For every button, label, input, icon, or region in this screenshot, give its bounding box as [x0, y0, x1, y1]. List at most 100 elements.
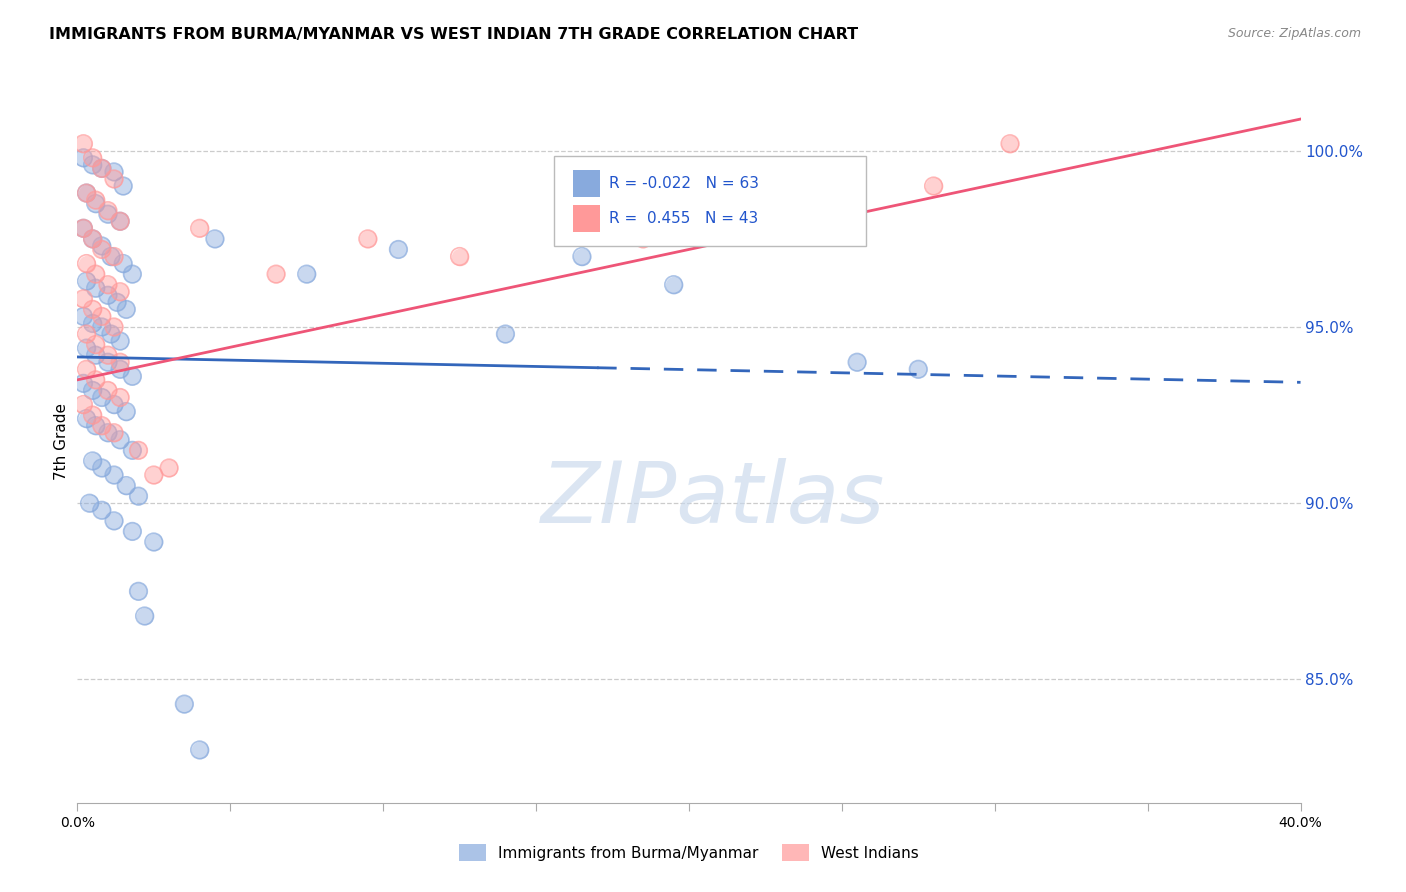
- Point: [785, 207, 807, 221]
- Point: [72, 310, 94, 324]
- Point: [662, 277, 685, 292]
- Point: [76, 411, 98, 425]
- Point: [112, 256, 135, 270]
- Point: [97, 277, 120, 292]
- Point: [72, 136, 94, 151]
- Point: [108, 391, 131, 405]
- Point: [72, 398, 94, 412]
- Point: [72, 151, 94, 165]
- Point: [127, 489, 149, 503]
- Point: [103, 468, 125, 483]
- Point: [72, 221, 94, 235]
- Point: [846, 355, 869, 369]
- Point: [127, 584, 149, 599]
- Point: [90, 161, 112, 176]
- Point: [142, 468, 165, 483]
- Point: [97, 277, 120, 292]
- Point: [127, 489, 149, 503]
- Bar: [572, 204, 599, 232]
- Point: [72, 221, 94, 235]
- Point: [103, 514, 125, 528]
- Point: [108, 214, 131, 228]
- Point: [387, 243, 409, 257]
- Point: [142, 535, 165, 549]
- Point: [84, 196, 107, 211]
- Point: [121, 267, 143, 281]
- Point: [103, 398, 125, 412]
- Point: [188, 221, 211, 235]
- Point: [76, 341, 98, 355]
- Point: [115, 302, 138, 317]
- Point: [90, 161, 112, 176]
- Point: [76, 411, 98, 425]
- Point: [82, 317, 104, 331]
- Point: [846, 355, 869, 369]
- Point: [82, 232, 104, 246]
- Point: [631, 232, 654, 246]
- Point: [108, 334, 131, 348]
- Point: [72, 292, 94, 306]
- Point: [495, 326, 517, 341]
- Point: [103, 165, 125, 179]
- Point: [84, 373, 107, 387]
- Point: [121, 369, 143, 384]
- Point: [108, 214, 131, 228]
- Point: [108, 355, 131, 369]
- Point: [108, 391, 131, 405]
- Point: [188, 743, 211, 757]
- Point: [134, 609, 156, 624]
- Point: [90, 239, 112, 253]
- Point: [103, 468, 125, 483]
- Point: [100, 250, 122, 264]
- Point: [142, 535, 165, 549]
- Point: [76, 362, 98, 376]
- Point: [84, 418, 107, 433]
- Point: [922, 179, 945, 194]
- Point: [90, 239, 112, 253]
- Point: [121, 524, 143, 539]
- Point: [84, 193, 107, 207]
- Point: [103, 250, 125, 264]
- Point: [76, 274, 98, 288]
- Point: [97, 355, 120, 369]
- Point: [82, 302, 104, 317]
- Point: [662, 277, 685, 292]
- Point: [108, 285, 131, 299]
- Point: [108, 362, 131, 376]
- Point: [97, 288, 120, 302]
- Point: [82, 454, 104, 468]
- Point: [142, 468, 165, 483]
- Point: [82, 454, 104, 468]
- Point: [97, 203, 120, 218]
- Point: [82, 384, 104, 398]
- Point: [907, 362, 929, 376]
- Point: [84, 193, 107, 207]
- Point: [100, 326, 122, 341]
- Point: [72, 376, 94, 391]
- Point: [90, 418, 112, 433]
- Point: [76, 326, 98, 341]
- Point: [90, 243, 112, 257]
- Point: [571, 250, 593, 264]
- Point: [204, 232, 226, 246]
- Point: [103, 320, 125, 334]
- Point: [108, 214, 131, 228]
- Point: [90, 161, 112, 176]
- Point: [998, 136, 1021, 151]
- Point: [108, 214, 131, 228]
- Point: [97, 384, 120, 398]
- Point: [134, 609, 156, 624]
- Text: R = -0.022   N = 63: R = -0.022 N = 63: [609, 176, 759, 191]
- Point: [112, 179, 135, 194]
- Point: [90, 320, 112, 334]
- Point: [90, 161, 112, 176]
- Point: [90, 310, 112, 324]
- Point: [571, 250, 593, 264]
- FancyBboxPatch shape: [554, 156, 866, 246]
- Point: [82, 151, 104, 165]
- Point: [115, 404, 138, 418]
- Point: [121, 369, 143, 384]
- Point: [922, 179, 945, 194]
- Point: [79, 496, 101, 510]
- Point: [157, 461, 180, 475]
